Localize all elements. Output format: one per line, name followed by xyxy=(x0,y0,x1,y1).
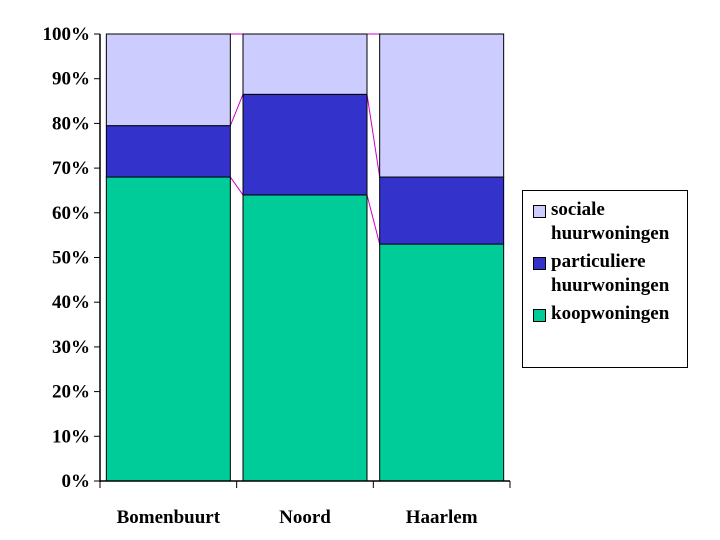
y-axis-ticks: 0% 10% 20% 30% 40% 50% 60% 70% 80% 90% 100% xyxy=(43,24,100,492)
series-line-particuliere-huurwoningen-0 xyxy=(229,94,244,126)
y-tick-label: 10% xyxy=(52,426,90,447)
legend-label: sociale huurwoningen xyxy=(551,199,670,244)
bar-bomenbuurt-koopwoningen xyxy=(105,176,231,482)
y-tick-label: 80% xyxy=(52,113,90,134)
bar-bomenbuurt-sociale-huurwoningen xyxy=(105,33,231,127)
x-axis-ticks: Bomenbuurt Noord Haarlem xyxy=(99,481,511,528)
y-tick-label: 70% xyxy=(52,158,90,179)
legend-item: particuliere huurwoningen xyxy=(533,250,687,298)
bar-noord-sociale-huurwoningen xyxy=(242,33,368,95)
legend-swatch xyxy=(533,309,546,322)
series-line-particuliere-huurwoningen-1 xyxy=(366,94,381,178)
bars xyxy=(105,33,505,482)
series-lines xyxy=(229,33,381,245)
legend-item: sociale huurwoningen xyxy=(533,198,687,246)
y-tick-label: 0% xyxy=(62,471,91,492)
series-line-koopwoningen-1 xyxy=(366,194,381,245)
bar-haarlem-sociale-huurwoningen xyxy=(379,33,505,178)
legend-swatch xyxy=(533,257,546,270)
bar-haarlem-particuliere-huurwoningen xyxy=(379,176,505,245)
bar-haarlem-koopwoningen xyxy=(379,243,505,482)
bar-noord-particuliere-huurwoningen xyxy=(242,93,368,196)
y-tick-label: 50% xyxy=(52,248,90,269)
y-tick-label: 40% xyxy=(52,292,90,313)
x-tick-label: Noord xyxy=(279,507,331,528)
y-tick-label: 20% xyxy=(52,382,90,403)
legend-swatch xyxy=(533,205,546,218)
legend-label: koopwoningen xyxy=(551,303,670,324)
x-tick-label: Bomenbuurt xyxy=(117,507,221,528)
legend: sociale huurwoningen particuliere huurwon… xyxy=(522,190,688,368)
y-tick-label: 30% xyxy=(52,337,90,358)
y-tick-label: 100% xyxy=(43,24,91,45)
series-line-koopwoningen-0 xyxy=(229,176,244,196)
bar-noord-koopwoningen xyxy=(242,194,368,482)
x-tick-label: Haarlem xyxy=(406,507,478,528)
y-tick-label: 60% xyxy=(52,203,90,224)
legend-label: particuliere huurwoningen xyxy=(551,251,670,296)
bar-bomenbuurt-particuliere-huurwoningen xyxy=(105,125,231,178)
legend-item: koopwoningen xyxy=(533,302,687,326)
y-tick-label: 90% xyxy=(52,69,90,90)
